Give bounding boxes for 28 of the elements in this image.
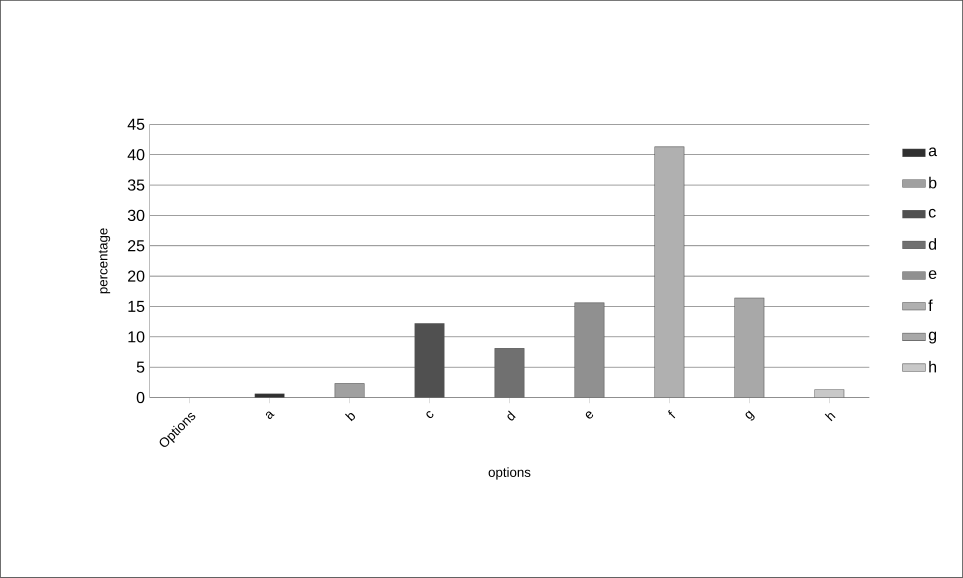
legend-label: c [928, 208, 936, 218]
x-tick-label: h [824, 413, 836, 422]
legend-label: h [929, 360, 936, 372]
x-tick-label: g [746, 410, 755, 421]
x-tick-label: a [266, 412, 275, 420]
x-tick-label: d [507, 410, 516, 421]
legend-label: a [928, 148, 938, 156]
y-tick-label: 40 [128, 149, 144, 160]
legend-label: d [928, 238, 936, 250]
y-tick-label: 15 [128, 300, 144, 312]
legend-label: f [928, 300, 933, 312]
x-tick-label: c [426, 411, 434, 418]
y-tick-label: 25 [128, 240, 144, 252]
y-tick-label: 20 [128, 270, 144, 282]
y-tick-label: 5 [136, 362, 144, 373]
x-axis-title: options [488, 467, 530, 480]
y-tick-label: 10 [128, 331, 144, 343]
y-tick-label: 45 [128, 118, 144, 130]
y-tick-label: 30 [128, 210, 144, 222]
x-tick-label: e [586, 412, 594, 419]
x-tick-label: f [668, 410, 676, 418]
legend-label: b [929, 176, 936, 188]
legend-label: e [928, 270, 936, 280]
y-tick-label: 0 [136, 392, 144, 404]
legend-label: g [928, 332, 936, 344]
y-tick-label: 35 [128, 179, 144, 191]
y-axis-title: percentage [98, 228, 110, 294]
x-tick-label: b [344, 413, 355, 422]
